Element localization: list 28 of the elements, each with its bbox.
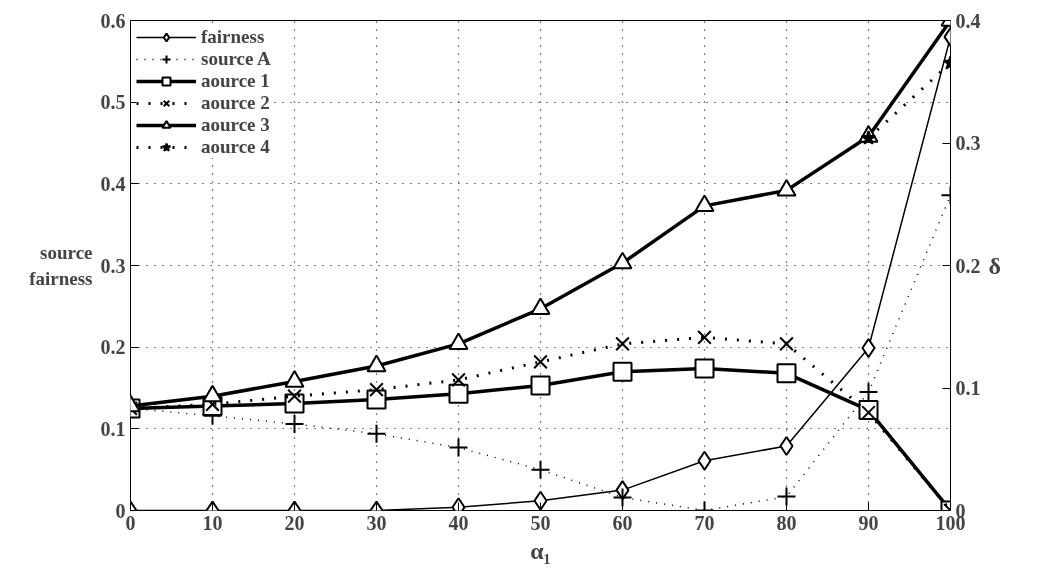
- x-tick-label: 50: [530, 511, 551, 534]
- y2-tick-label: 0.4: [955, 9, 981, 32]
- legend-label: aource 3: [201, 114, 270, 136]
- y2-tick-label: 0.1: [955, 377, 981, 399]
- x-tick-label: 10: [202, 511, 223, 534]
- y-tick-label: 0.2: [100, 336, 126, 359]
- legend-label: aource 2: [201, 92, 270, 114]
- y-axis-title: source fairness: [29, 242, 93, 289]
- x-tick-label: 80: [776, 511, 797, 534]
- legend-label: fairness: [201, 26, 265, 48]
- y-tick-label: 0.5: [100, 91, 126, 114]
- x-tick-label: 30: [366, 511, 387, 534]
- legend-label: source A: [201, 48, 271, 70]
- y-tick-label: 0.3: [100, 254, 126, 277]
- y-tick-label: 0.4: [100, 172, 126, 195]
- x-tick-label: 20: [284, 511, 305, 534]
- x-tick-label: 40: [448, 511, 469, 534]
- legend-label: aource 1: [201, 70, 270, 92]
- y-tick-label: 0.1: [100, 417, 126, 440]
- x-tick-label: 90: [858, 511, 879, 534]
- y2-tick-label: 0.3: [955, 132, 981, 154]
- y-tick-label: 0.6: [100, 9, 126, 32]
- legend-label: aource 4: [201, 136, 270, 158]
- y2-tick-label: 0.2: [955, 254, 981, 277]
- x-tick-label: 60: [612, 511, 633, 534]
- x-tick-label: 70: [694, 511, 715, 534]
- x-axis-title: α₁: [530, 537, 551, 564]
- y2-axis-title: δ: [988, 252, 1001, 279]
